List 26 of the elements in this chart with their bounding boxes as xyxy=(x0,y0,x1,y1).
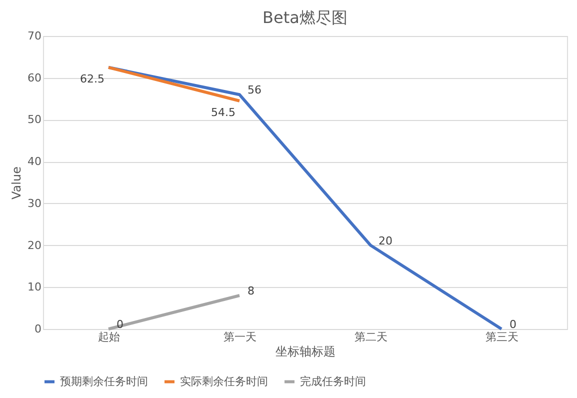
y-tick-label: 30 xyxy=(28,196,42,210)
y-tick-label: 20 xyxy=(28,238,42,252)
y-tick-label: 40 xyxy=(28,155,42,168)
legend-label: 预期剩余任务时间 xyxy=(60,374,148,388)
data-label: 20 xyxy=(378,234,392,248)
line-series xyxy=(107,66,503,330)
x-tick-label: 第二天 xyxy=(354,330,388,344)
x-axis-title: 坐标轴标题 xyxy=(276,344,336,358)
data-label: 0 xyxy=(116,318,124,331)
y-tick-label: 0 xyxy=(34,322,42,336)
x-tick-label: 第一天 xyxy=(224,330,256,344)
data-label: 8 xyxy=(248,284,254,298)
legend-label: 实际剩余任务时间 xyxy=(180,374,268,388)
data-label: 62.5 xyxy=(80,72,104,86)
legend-label: 完成任务时间 xyxy=(300,374,366,388)
y-tick-label: 50 xyxy=(28,113,42,126)
data-label: 0 xyxy=(510,318,516,331)
data-label: 54.5 xyxy=(211,106,236,119)
y-tick-label: 10 xyxy=(28,280,42,294)
y-tick-label: 60 xyxy=(28,71,42,84)
x-tick-label: 第三天 xyxy=(486,330,518,344)
data-label: 56 xyxy=(248,84,262,97)
chart-title: Beta燃尽图 xyxy=(262,8,348,27)
y-axis-title: Value xyxy=(10,166,24,200)
x-tick-label: 起始 xyxy=(98,330,120,344)
y-tick-label: 70 xyxy=(28,30,42,42)
